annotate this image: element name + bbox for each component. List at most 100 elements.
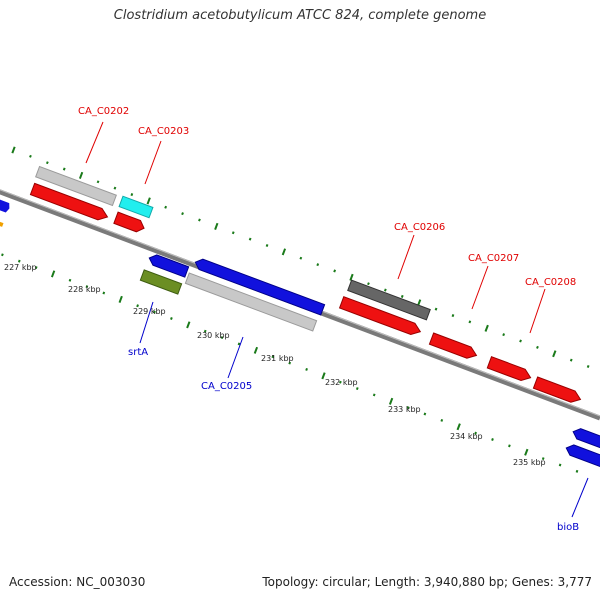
major-tick — [118, 295, 123, 303]
minor-tick — [586, 365, 590, 368]
minor-tick — [400, 294, 404, 298]
minor-tick — [45, 161, 49, 165]
kbp-label-235: 235 kbp — [513, 458, 546, 467]
minor-tick — [569, 358, 573, 362]
major-tick — [253, 346, 259, 354]
kbp-label-234: 234 kbp — [450, 432, 483, 441]
kbp-label-232: 232 kbp — [325, 378, 358, 387]
minor-tick — [508, 444, 511, 448]
minor-tick — [164, 205, 168, 209]
genome-summary-text: Topology: circular; Length: 3,940,880 bp… — [262, 575, 592, 589]
minor-tick — [372, 393, 376, 397]
minor-tick — [136, 304, 139, 308]
gene-ca-c0207-arrow — [428, 332, 478, 359]
minor-tick — [491, 438, 494, 441]
gene-label-srta[interactable]: srtA — [128, 347, 148, 358]
major-tick — [186, 321, 191, 329]
kbp-label-229: 229 kbp — [133, 307, 166, 316]
gene-label-ca-c0208[interactable]: CA_C0208 — [525, 277, 576, 288]
kbp-label-230: 230 kbp — [197, 331, 230, 340]
minor-tick — [220, 336, 224, 340]
minor-tick — [68, 278, 72, 282]
major-tick — [146, 197, 151, 205]
minor-tick — [231, 231, 235, 235]
gene-biob-lower — [565, 444, 600, 470]
minor-tick — [316, 263, 320, 267]
forward-leader-lines — [85, 121, 546, 334]
kbp-label-227: 227 kbp — [4, 263, 37, 272]
minor-tick — [502, 333, 506, 337]
major-tick — [281, 248, 287, 256]
minor-tick — [62, 167, 66, 171]
minor-tick — [153, 310, 156, 314]
gene-ca-c0203-cyan — [118, 195, 154, 219]
gene-label-ca-c0206[interactable]: CA_C0206 — [394, 222, 445, 233]
gene-ca-c0202-gray — [35, 165, 117, 207]
gene-ca-c0202-arrow — [29, 182, 109, 221]
minor-tick — [113, 186, 117, 190]
major-tick — [456, 423, 461, 431]
gene-biob-upper — [572, 428, 600, 451]
minor-tick — [1, 253, 4, 257]
minor-tick — [102, 291, 106, 295]
major-tick — [11, 146, 16, 154]
major-tick — [214, 222, 219, 230]
gene-edge-blue — [0, 198, 10, 213]
minor-tick — [130, 193, 134, 197]
minor-tick — [434, 307, 438, 311]
minor-tick — [17, 259, 21, 263]
minor-tick — [355, 387, 359, 391]
minor-tick — [575, 469, 579, 473]
minor-tick — [181, 212, 184, 216]
minor-tick — [541, 457, 545, 461]
gene-ca-c0205-gray — [184, 272, 318, 332]
gene-label-ca-c0202[interactable]: CA_C0202 — [78, 106, 129, 117]
gene-label-ca-c0207[interactable]: CA_C0207 — [468, 253, 519, 264]
kbp-label-233: 233 kbp — [388, 405, 421, 414]
genome-title: Clostridium acetobutylicum ATCC 824, com… — [113, 8, 487, 23]
kbp-label-231: 231 kbp — [261, 354, 294, 363]
major-tick — [349, 273, 354, 281]
minor-tick — [85, 285, 89, 289]
minor-tick — [333, 269, 337, 273]
gene-ca-c0208-arrow1 — [486, 356, 532, 382]
minor-tick — [203, 329, 207, 333]
minor-tick — [288, 361, 292, 365]
gene-ca-c0205-blue — [194, 258, 326, 316]
major-tick — [388, 397, 394, 405]
minor-tick — [558, 463, 562, 467]
minor-tick — [474, 431, 477, 435]
gene-ca-c0208-arrow2 — [532, 376, 582, 403]
minor-tick — [265, 244, 269, 247]
minor-tick — [440, 418, 444, 422]
major-tick — [50, 270, 56, 278]
reverse-leader-lines — [139, 301, 589, 518]
kbp-label-228: 228 kbp — [68, 285, 101, 294]
minor-tick — [248, 237, 252, 241]
minor-tick — [451, 314, 455, 318]
gene-edge-orange — [0, 220, 4, 227]
tick-marks — [1, 146, 590, 473]
minor-tick — [367, 282, 370, 286]
major-tick — [552, 350, 557, 358]
minor-tick — [536, 345, 539, 349]
major-tick — [484, 324, 489, 332]
minor-tick — [519, 339, 522, 343]
major-tick — [524, 448, 529, 456]
gene-label-biob[interactable]: bioB — [557, 522, 579, 533]
minor-tick — [237, 342, 241, 346]
gene-label-ca-c0205[interactable]: CA_C0205 — [201, 381, 252, 392]
minor-tick — [305, 367, 308, 371]
minor-tick — [406, 406, 410, 410]
gene-srta-blue — [148, 254, 190, 278]
gene-label-ca-c0203[interactable]: CA_C0203 — [138, 126, 189, 137]
minor-tick — [198, 218, 201, 222]
accession-text: Accession: NC_003030 — [9, 575, 146, 589]
minor-tick — [468, 320, 472, 324]
minor-tick — [423, 412, 427, 416]
minor-tick — [339, 380, 342, 384]
gene-ca-c0206-arrow — [338, 296, 422, 336]
major-tick — [78, 171, 84, 179]
